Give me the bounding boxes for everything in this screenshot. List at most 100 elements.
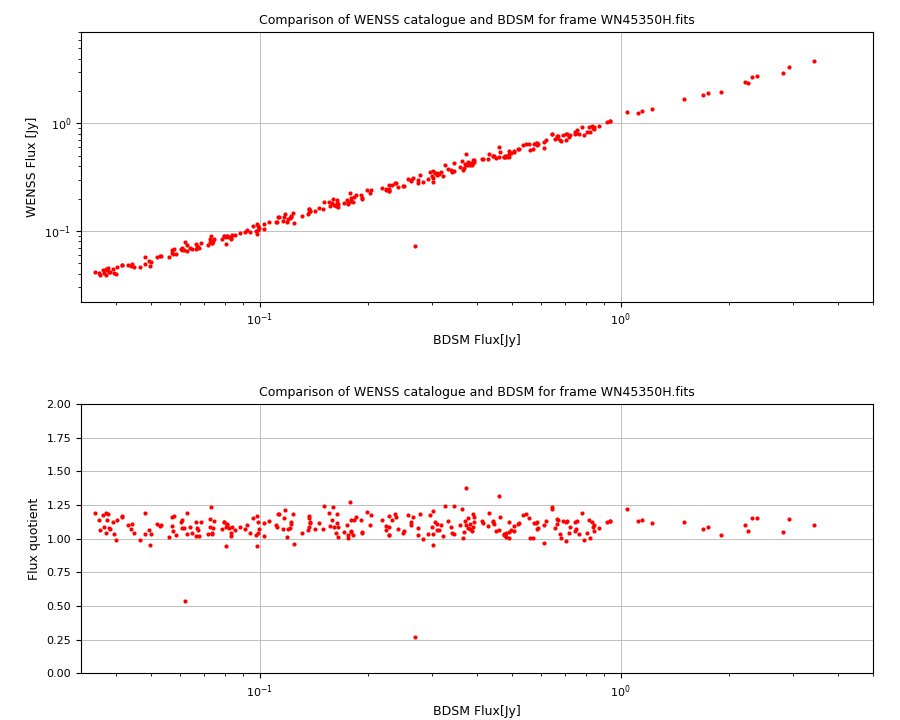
Point <box>143 260 157 271</box>
Point <box>455 503 470 515</box>
Point <box>575 508 590 519</box>
Point <box>286 538 301 549</box>
Point <box>168 248 183 260</box>
Point <box>741 526 755 537</box>
Point <box>504 524 518 536</box>
Point <box>165 520 179 531</box>
Point <box>202 236 217 248</box>
Point <box>189 239 203 251</box>
Point <box>327 521 341 533</box>
Point <box>577 129 591 140</box>
Point <box>491 525 506 536</box>
Point <box>154 250 168 261</box>
Point <box>270 216 284 228</box>
Point <box>500 151 514 163</box>
Point <box>166 512 180 523</box>
Point <box>107 266 122 278</box>
Point <box>580 126 594 138</box>
Point <box>429 518 444 530</box>
Point <box>585 122 599 134</box>
Point <box>486 515 500 526</box>
Point <box>461 522 475 534</box>
Point <box>465 521 480 533</box>
Point <box>96 521 111 533</box>
Point <box>456 164 471 176</box>
Point <box>153 520 167 531</box>
Point <box>403 516 418 528</box>
Point <box>737 76 751 88</box>
Point <box>428 167 442 179</box>
Point <box>456 162 471 174</box>
Point <box>110 261 124 273</box>
Point <box>104 266 118 278</box>
Point <box>166 243 181 255</box>
Point <box>311 202 326 214</box>
Point <box>522 138 536 150</box>
Point <box>124 523 139 534</box>
Point <box>242 527 256 539</box>
Point <box>551 514 565 526</box>
Point <box>423 509 437 521</box>
Point <box>93 270 107 282</box>
Y-axis label: Flux quotient: Flux quotient <box>28 498 41 580</box>
Point <box>562 527 576 539</box>
Point <box>92 515 106 526</box>
Point <box>114 259 129 271</box>
Point <box>166 248 180 260</box>
Point <box>382 521 396 533</box>
Point <box>459 159 473 171</box>
Point <box>139 507 153 518</box>
Point <box>214 233 229 245</box>
Point <box>348 511 363 523</box>
Point <box>363 188 377 199</box>
Point <box>464 159 479 171</box>
Point <box>806 519 821 531</box>
Point <box>344 526 358 538</box>
Point <box>644 103 659 114</box>
Point <box>95 264 110 276</box>
Point <box>516 139 530 150</box>
Point <box>545 128 560 140</box>
Point <box>507 147 521 158</box>
Point <box>502 526 517 537</box>
Point <box>548 133 562 145</box>
Point <box>125 518 140 529</box>
Point <box>168 528 183 540</box>
Point <box>162 251 176 263</box>
Point <box>584 121 598 132</box>
Point <box>620 503 634 514</box>
Point <box>511 518 526 529</box>
Point <box>603 515 617 526</box>
Point <box>175 243 189 254</box>
Point <box>445 166 459 178</box>
Point <box>284 212 298 224</box>
Point <box>341 532 356 544</box>
Point <box>499 527 513 539</box>
Point <box>284 523 298 534</box>
Point <box>346 529 360 541</box>
Point <box>467 512 482 523</box>
Point <box>240 225 255 236</box>
Point <box>492 147 507 158</box>
Point <box>109 269 123 280</box>
Point <box>379 524 393 536</box>
Point <box>221 522 236 534</box>
Point <box>475 153 490 165</box>
Point <box>96 268 111 279</box>
Point <box>220 519 234 531</box>
Point <box>346 191 361 202</box>
Point <box>219 521 233 533</box>
Point <box>464 158 478 169</box>
Point <box>409 240 423 252</box>
Point <box>776 526 790 538</box>
Point <box>250 219 265 230</box>
Point <box>745 512 760 523</box>
Point <box>105 264 120 275</box>
Point <box>603 115 617 127</box>
Point <box>323 200 338 212</box>
Point <box>429 168 444 179</box>
Point <box>486 150 500 161</box>
Point <box>229 524 243 536</box>
Point <box>426 165 440 176</box>
Point <box>205 238 220 249</box>
